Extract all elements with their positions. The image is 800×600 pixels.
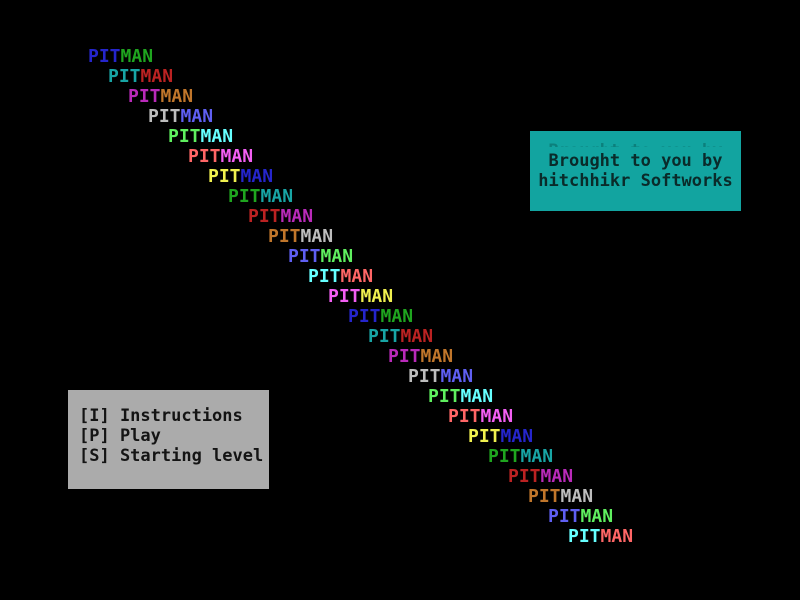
pitman-segment-man: MAN — [420, 346, 454, 367]
pitman-segment-pit: PIT — [368, 326, 401, 347]
pitman-segment-man: MAN — [260, 186, 294, 207]
pitman-segment-man: MAN — [220, 146, 254, 167]
pitman-segment-pit: PIT — [468, 426, 501, 447]
pitman-logo-row: PITMAN — [188, 147, 253, 167]
pitman-segment-man: MAN — [600, 526, 634, 547]
pitman-logo-row: PITMAN — [568, 527, 633, 547]
pitman-logo-row: PITMAN — [128, 87, 193, 107]
pitman-logo-row: PITMAN — [508, 467, 573, 487]
pitman-logo-row: PITMAN — [488, 447, 553, 467]
pitman-segment-man: MAN — [140, 66, 174, 87]
pitman-segment-pit: PIT — [108, 66, 141, 87]
pitman-segment-pit: PIT — [168, 126, 201, 147]
pitman-segment-pit: PIT — [388, 346, 421, 367]
pitman-segment-man: MAN — [460, 386, 494, 407]
pitman-segment-man: MAN — [180, 106, 214, 127]
pitman-logo-row: PITMAN — [228, 187, 293, 207]
pitman-logo-row: PITMAN — [388, 347, 453, 367]
pitman-logo-row: PITMAN — [468, 427, 533, 447]
pitman-segment-man: MAN — [200, 126, 234, 147]
pitman-logo-row: PITMAN — [308, 267, 373, 287]
pitman-segment-pit: PIT — [508, 466, 541, 487]
pitman-logo-row: PITMAN — [528, 487, 593, 507]
pitman-logo-row: PITMAN — [248, 207, 313, 227]
pitman-segment-man: MAN — [480, 406, 514, 427]
pitman-logo-row: PITMAN — [208, 167, 273, 187]
pitman-logo-row: PITMAN — [368, 327, 433, 347]
pitman-segment-pit: PIT — [128, 86, 161, 107]
pitman-segment-man: MAN — [160, 86, 194, 107]
pitman-logo-row: PITMAN — [168, 127, 233, 147]
pitman-logo-row: PITMAN — [288, 247, 353, 267]
pitman-logo-row: PITMAN — [148, 107, 213, 127]
pitman-segment-pit: PIT — [288, 246, 321, 267]
banner-ghost-text: Brought to you by — [530, 141, 741, 147]
pitman-segment-man: MAN — [380, 306, 414, 327]
pitman-segment-man: MAN — [300, 226, 334, 247]
pitman-segment-pit: PIT — [208, 166, 241, 187]
menu-items: [I] Instructions [P] Play [S] Starting l… — [79, 406, 263, 466]
pitman-segment-pit: PIT — [428, 386, 461, 407]
pitman-segment-pit: PIT — [308, 266, 341, 287]
pitman-segment-man: MAN — [360, 286, 394, 307]
pitman-logo-row: PITMAN — [328, 287, 393, 307]
pitman-logo-row: PITMAN — [408, 367, 473, 387]
pitman-segment-man: MAN — [500, 426, 534, 447]
pitman-segment-man: MAN — [280, 206, 314, 227]
pitman-segment-pit: PIT — [228, 186, 261, 207]
pitman-logo-row: PITMAN — [88, 47, 153, 67]
pitman-segment-pit: PIT — [348, 306, 381, 327]
pitman-segment-man: MAN — [580, 506, 614, 527]
pitman-segment-pit: PIT — [88, 46, 121, 67]
banner-line-2: hitchhikr Softworks — [538, 171, 733, 191]
menu-item-starting-level[interactable]: [S] Starting level — [79, 446, 264, 466]
pitman-logo-row: PITMAN — [548, 507, 613, 527]
pitman-segment-pit: PIT — [408, 366, 441, 387]
menu-item-play[interactable]: [P] Play — [79, 426, 161, 446]
pitman-logo-row: PITMAN — [108, 67, 173, 87]
pitman-logo-row: PITMAN — [448, 407, 513, 427]
pitman-segment-man: MAN — [400, 326, 434, 347]
pitman-segment-pit: PIT — [328, 286, 361, 307]
banner-line-1: Brought to you by — [548, 151, 723, 171]
pitman-segment-pit: PIT — [488, 446, 521, 467]
pitman-logo-row: PITMAN — [268, 227, 333, 247]
pitman-segment-pit: PIT — [528, 486, 561, 507]
pitman-segment-man: MAN — [240, 166, 274, 187]
pitman-segment-pit: PIT — [548, 506, 581, 527]
pitman-logo-row: PITMAN — [428, 387, 493, 407]
pitman-segment-man: MAN — [340, 266, 374, 287]
pitman-segment-pit: PIT — [148, 106, 181, 127]
banner-box: Brought to you by Brought to you by hitc… — [530, 131, 741, 211]
pitman-segment-pit: PIT — [448, 406, 481, 427]
pitman-segment-man: MAN — [120, 46, 154, 67]
pitman-segment-man: MAN — [320, 246, 354, 267]
pitman-segment-man: MAN — [520, 446, 554, 467]
pitman-segment-pit: PIT — [248, 206, 281, 227]
pitman-segment-pit: PIT — [188, 146, 221, 167]
pitman-segment-pit: PIT — [568, 526, 601, 547]
menu-item-instructions[interactable]: [I] Instructions — [79, 406, 243, 426]
menu-panel: [I] Instructions [P] Play [S] Starting l… — [68, 390, 269, 489]
pitman-segment-man: MAN — [440, 366, 474, 387]
pitman-segment-man: MAN — [560, 486, 594, 507]
pitman-segment-man: MAN — [540, 466, 574, 487]
pitman-logo-row: PITMAN — [348, 307, 413, 327]
pitman-segment-pit: PIT — [268, 226, 301, 247]
